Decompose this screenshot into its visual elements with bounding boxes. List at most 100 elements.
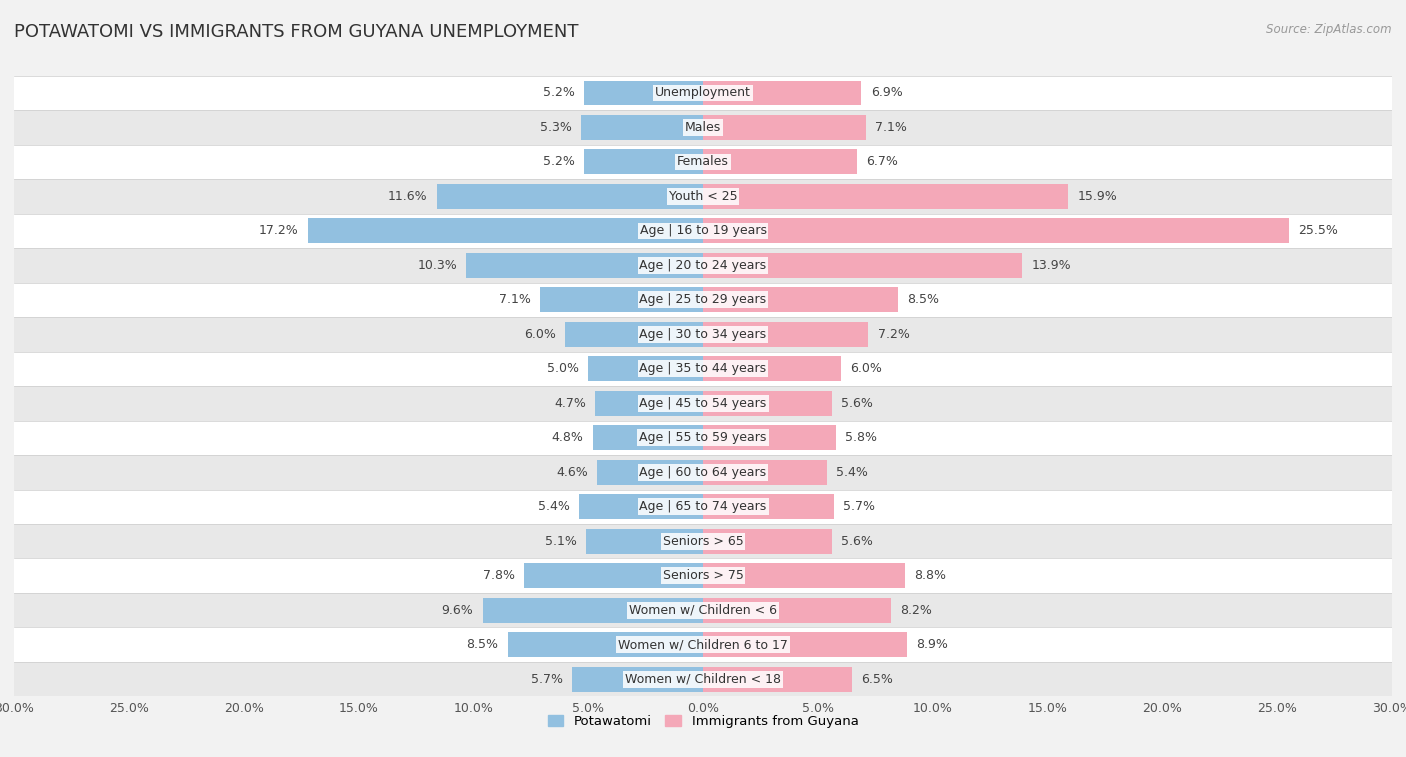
Bar	[703, 219, 1289, 243]
Bar	[703, 391, 831, 416]
Bar	[14, 351, 1392, 386]
Bar	[572, 667, 703, 692]
Text: Males: Males	[685, 121, 721, 134]
Bar	[14, 421, 1392, 455]
Text: 9.6%: 9.6%	[441, 604, 474, 617]
Bar	[308, 219, 703, 243]
Text: Age | 35 to 44 years: Age | 35 to 44 years	[640, 363, 766, 375]
Text: Age | 20 to 24 years: Age | 20 to 24 years	[640, 259, 766, 272]
Text: 4.8%: 4.8%	[551, 431, 583, 444]
Bar	[565, 322, 703, 347]
Text: 8.5%: 8.5%	[467, 638, 499, 651]
Bar	[524, 563, 703, 588]
Bar	[703, 632, 907, 657]
Text: Age | 55 to 59 years: Age | 55 to 59 years	[640, 431, 766, 444]
Bar	[14, 559, 1392, 593]
Text: 4.7%: 4.7%	[554, 397, 586, 410]
Text: Seniors > 65: Seniors > 65	[662, 534, 744, 548]
Bar	[540, 288, 703, 313]
Text: 5.7%: 5.7%	[531, 673, 562, 686]
Text: Age | 60 to 64 years: Age | 60 to 64 years	[640, 466, 766, 478]
Text: 15.9%: 15.9%	[1077, 190, 1118, 203]
Bar	[14, 282, 1392, 317]
Text: 6.0%: 6.0%	[851, 363, 882, 375]
Bar	[583, 149, 703, 174]
Text: 8.5%: 8.5%	[907, 294, 939, 307]
Text: 5.2%: 5.2%	[543, 86, 575, 99]
Text: 5.3%: 5.3%	[540, 121, 572, 134]
Bar	[703, 80, 862, 105]
Bar	[14, 179, 1392, 213]
Bar	[703, 357, 841, 382]
Bar	[482, 598, 703, 623]
Text: Females: Females	[678, 155, 728, 168]
Text: 17.2%: 17.2%	[259, 224, 299, 238]
Bar	[14, 386, 1392, 421]
Bar	[14, 213, 1392, 248]
Bar	[703, 115, 866, 140]
Text: 5.4%: 5.4%	[538, 500, 569, 513]
Text: 6.7%: 6.7%	[866, 155, 898, 168]
Text: Source: ZipAtlas.com: Source: ZipAtlas.com	[1267, 23, 1392, 36]
Bar	[14, 248, 1392, 282]
Bar	[703, 425, 837, 450]
Bar	[703, 149, 856, 174]
Text: 5.8%: 5.8%	[845, 431, 877, 444]
Bar	[595, 391, 703, 416]
Text: 7.8%: 7.8%	[482, 569, 515, 582]
Text: 7.2%: 7.2%	[877, 328, 910, 341]
Bar	[703, 494, 834, 519]
Text: Age | 65 to 74 years: Age | 65 to 74 years	[640, 500, 766, 513]
Text: Seniors > 75: Seniors > 75	[662, 569, 744, 582]
Text: Age | 30 to 34 years: Age | 30 to 34 years	[640, 328, 766, 341]
Bar	[593, 425, 703, 450]
Bar	[14, 111, 1392, 145]
Bar	[586, 529, 703, 553]
Bar	[583, 80, 703, 105]
Text: Youth < 25: Youth < 25	[669, 190, 737, 203]
Bar	[14, 593, 1392, 628]
Bar	[467, 253, 703, 278]
Text: 11.6%: 11.6%	[388, 190, 427, 203]
Bar	[703, 667, 852, 692]
Bar	[508, 632, 703, 657]
Text: 13.9%: 13.9%	[1032, 259, 1071, 272]
Text: 5.1%: 5.1%	[544, 534, 576, 548]
Bar	[703, 598, 891, 623]
Bar	[703, 253, 1022, 278]
Text: 5.4%: 5.4%	[837, 466, 868, 478]
Text: 10.3%: 10.3%	[418, 259, 457, 272]
Bar	[14, 76, 1392, 111]
Text: 8.2%: 8.2%	[900, 604, 932, 617]
Bar	[703, 459, 827, 484]
Bar	[703, 529, 831, 553]
Legend: Potawatomi, Immigrants from Guyana: Potawatomi, Immigrants from Guyana	[543, 709, 863, 734]
Text: Unemployment: Unemployment	[655, 86, 751, 99]
Bar	[14, 524, 1392, 559]
Bar	[598, 459, 703, 484]
Bar	[14, 662, 1392, 696]
Bar	[14, 628, 1392, 662]
Bar	[14, 490, 1392, 524]
Text: 6.9%: 6.9%	[870, 86, 903, 99]
Text: Women w/ Children 6 to 17: Women w/ Children 6 to 17	[619, 638, 787, 651]
Text: 8.8%: 8.8%	[914, 569, 946, 582]
Text: Women w/ Children < 18: Women w/ Children < 18	[626, 673, 780, 686]
Bar	[703, 288, 898, 313]
Text: Age | 45 to 54 years: Age | 45 to 54 years	[640, 397, 766, 410]
Text: 7.1%: 7.1%	[875, 121, 907, 134]
Bar	[588, 357, 703, 382]
Text: 6.5%: 6.5%	[862, 673, 893, 686]
Bar	[14, 455, 1392, 490]
Text: 8.9%: 8.9%	[917, 638, 949, 651]
Bar	[703, 563, 905, 588]
Text: 25.5%: 25.5%	[1298, 224, 1337, 238]
Text: POTAWATOMI VS IMMIGRANTS FROM GUYANA UNEMPLOYMENT: POTAWATOMI VS IMMIGRANTS FROM GUYANA UNE…	[14, 23, 578, 41]
Bar	[14, 145, 1392, 179]
Text: 6.0%: 6.0%	[524, 328, 555, 341]
Text: 5.6%: 5.6%	[841, 534, 873, 548]
Text: 5.0%: 5.0%	[547, 363, 579, 375]
Text: 7.1%: 7.1%	[499, 294, 531, 307]
Bar	[14, 317, 1392, 351]
Text: Age | 25 to 29 years: Age | 25 to 29 years	[640, 294, 766, 307]
